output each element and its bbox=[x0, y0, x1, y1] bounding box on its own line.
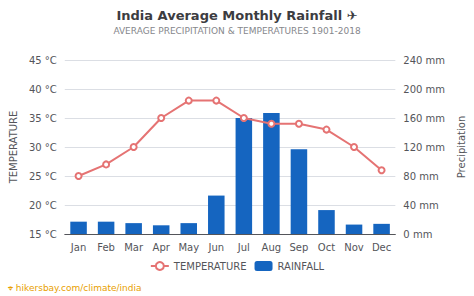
svg-text:40 mm: 40 mm bbox=[403, 200, 438, 211]
svg-text:30 °C: 30 °C bbox=[29, 142, 57, 153]
svg-text:200 mm: 200 mm bbox=[403, 84, 445, 95]
svg-text:20 °C: 20 °C bbox=[29, 200, 57, 211]
svg-text:TEMPERATURE: TEMPERATURE bbox=[8, 111, 19, 185]
svg-text:40 °C: 40 °C bbox=[29, 84, 57, 95]
svg-text:0 mm: 0 mm bbox=[403, 229, 432, 240]
svg-text:⌖ hikersbay.com/climate/india: ⌖ hikersbay.com/climate/india bbox=[8, 283, 142, 293]
svg-text:35 °C: 35 °C bbox=[29, 113, 57, 124]
svg-text:Precipitation: Precipitation bbox=[456, 116, 467, 179]
svg-text:Aug: Aug bbox=[262, 242, 282, 253]
svg-text:15 °C: 15 °C bbox=[29, 229, 57, 240]
svg-text:India Average Monthly Rainfall: India Average Monthly Rainfall ✈ bbox=[116, 8, 357, 23]
svg-text:Nov: Nov bbox=[344, 242, 364, 253]
svg-text:Jul: Jul bbox=[237, 242, 250, 253]
svg-text:45 °C: 45 °C bbox=[29, 55, 57, 66]
svg-text:Mar: Mar bbox=[124, 242, 144, 253]
svg-text:Jan: Jan bbox=[70, 242, 86, 253]
svg-text:120 mm: 120 mm bbox=[403, 142, 445, 153]
svg-text:RAINFALL: RAINFALL bbox=[278, 261, 325, 272]
svg-text:Sep: Sep bbox=[290, 242, 309, 253]
svg-text:160 mm: 160 mm bbox=[403, 113, 445, 124]
svg-text:AVERAGE PRECIPITATION & TEMPER: AVERAGE PRECIPITATION & TEMPERATURES 190… bbox=[113, 26, 361, 36]
svg-text:May: May bbox=[178, 242, 199, 253]
svg-text:Feb: Feb bbox=[97, 242, 115, 253]
svg-text:TEMPERATURE: TEMPERATURE bbox=[173, 261, 247, 272]
svg-text:Apr: Apr bbox=[153, 242, 171, 253]
svg-text:80 mm: 80 mm bbox=[403, 171, 438, 182]
svg-text:25 °C: 25 °C bbox=[29, 171, 57, 182]
svg-text:240 mm: 240 mm bbox=[403, 55, 445, 66]
svg-text:Oct: Oct bbox=[318, 242, 335, 253]
svg-text:Jun: Jun bbox=[207, 242, 224, 253]
svg-text:Dec: Dec bbox=[372, 242, 391, 253]
